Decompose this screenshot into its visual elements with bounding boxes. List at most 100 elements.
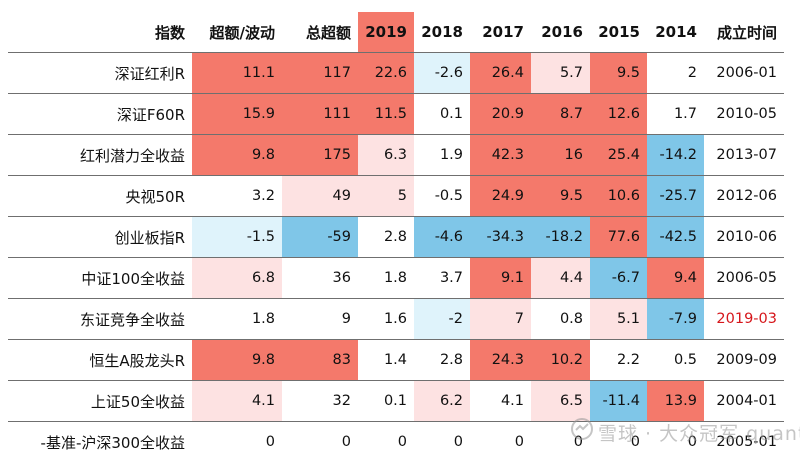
cell-excess-vol: 15.9: [192, 94, 282, 135]
index-name-cell: 深证F60R: [8, 94, 192, 135]
cell-inception: 2006-01: [704, 53, 784, 94]
cell-y2015: 5.1: [590, 299, 647, 340]
cell-y2015: 12.6: [590, 94, 647, 135]
header-2015: 2015: [590, 12, 647, 53]
cell-y2019: 0: [358, 422, 414, 462]
cell-excess-vol: 1.8: [192, 299, 282, 340]
cell-y2018: -4.6: [414, 217, 470, 258]
cell-total-excess: 49: [282, 176, 358, 217]
cell-y2017: 26.4: [470, 53, 531, 94]
cell-y2014: 1.7: [647, 94, 704, 135]
cell-inception: 2019-03: [704, 299, 784, 340]
cell-y2015: 77.6: [590, 217, 647, 258]
cell-inception: 2009-09: [704, 340, 784, 381]
header-2017: 2017: [470, 12, 531, 53]
cell-y2014: -14.2: [647, 135, 704, 176]
cell-y2017: 0: [470, 422, 531, 462]
cell-total-excess: 117: [282, 53, 358, 94]
cell-excess-vol: 4.1: [192, 381, 282, 422]
cell-y2018: -0.5: [414, 176, 470, 217]
cell-y2016: 0.8: [531, 299, 590, 340]
cell-y2016: 5.7: [531, 53, 590, 94]
cell-y2019: 2.8: [358, 217, 414, 258]
cell-y2018: 1.9: [414, 135, 470, 176]
cell-y2017: 4.1: [470, 381, 531, 422]
cell-y2018: 0.1: [414, 94, 470, 135]
header-row: 指数 超额/波动 总超额 2019 2018 2017 2016 2015 20…: [8, 12, 784, 53]
header-2018: 2018: [414, 12, 470, 53]
cell-y2014: -25.7: [647, 176, 704, 217]
cell-y2018: 6.2: [414, 381, 470, 422]
index-name-cell: 恒生A股龙头R: [8, 340, 192, 381]
cell-y2016: 8.7: [531, 94, 590, 135]
cell-total-excess: 9: [282, 299, 358, 340]
cell-total-excess: 32: [282, 381, 358, 422]
cell-y2018: 2.8: [414, 340, 470, 381]
cell-y2015: 9.5: [590, 53, 647, 94]
cell-y2018: -2: [414, 299, 470, 340]
cell-y2017: 7: [470, 299, 531, 340]
header-index: 指数: [8, 12, 192, 53]
index-name-cell: 红利潜力全收益: [8, 135, 192, 176]
header-excess-vol: 超额/波动: [192, 12, 282, 53]
cell-y2016: 9.5: [531, 176, 590, 217]
cell-y2014: 2: [647, 53, 704, 94]
cell-inception: 2010-05: [704, 94, 784, 135]
cell-y2015: 10.6: [590, 176, 647, 217]
cell-y2014: 9.4: [647, 258, 704, 299]
cell-inception: 2010-06: [704, 217, 784, 258]
cell-y2017: 9.1: [470, 258, 531, 299]
cell-y2015: 2.2: [590, 340, 647, 381]
watermark: 雪球 · 大众冠军 quantek: [570, 414, 792, 444]
cell-y2016: 16: [531, 135, 590, 176]
cell-y2018: 0: [414, 422, 470, 462]
xueqiu-snowball-icon: [570, 417, 594, 441]
cell-inception: 2006-05: [704, 258, 784, 299]
cell-excess-vol: -1.5: [192, 217, 282, 258]
index-name-cell: 央视50R: [8, 176, 192, 217]
header-2019: 2019: [358, 12, 414, 53]
cell-y2017: -34.3: [470, 217, 531, 258]
header-2016: 2016: [531, 12, 590, 53]
cell-y2019: 1.4: [358, 340, 414, 381]
watermark-text: 雪球 · 大众冠军 quantek: [598, 419, 800, 446]
header-inception: 成立时间: [704, 12, 784, 53]
index-name-cell: 中证100全收益: [8, 258, 192, 299]
cell-y2017: 42.3: [470, 135, 531, 176]
cell-y2015: -6.7: [590, 258, 647, 299]
cell-y2016: 4.4: [531, 258, 590, 299]
cell-excess-vol: 0: [192, 422, 282, 462]
cell-excess-vol: 3.2: [192, 176, 282, 217]
header-total-excess: 总超额: [282, 12, 358, 53]
cell-excess-vol: 6.8: [192, 258, 282, 299]
cell-y2018: 3.7: [414, 258, 470, 299]
cell-total-excess: 111: [282, 94, 358, 135]
cell-total-excess: 36: [282, 258, 358, 299]
index-name-cell: 上证50全收益: [8, 381, 192, 422]
cell-y2015: 25.4: [590, 135, 647, 176]
cell-excess-vol: 9.8: [192, 135, 282, 176]
cell-y2019: 6.3: [358, 135, 414, 176]
cell-y2017: 20.9: [470, 94, 531, 135]
cell-inception: 2013-07: [704, 135, 784, 176]
cell-y2018: -2.6: [414, 53, 470, 94]
cell-y2019: 11.5: [358, 94, 414, 135]
cell-y2017: 24.9: [470, 176, 531, 217]
index-name-cell: 创业板指R: [8, 217, 192, 258]
index-name-cell: 东证竞争全收益: [8, 299, 192, 340]
index-name-cell: 深证红利R: [8, 53, 192, 94]
cell-y2019: 5: [358, 176, 414, 217]
header-2014: 2014: [647, 12, 704, 53]
cell-excess-vol: 9.8: [192, 340, 282, 381]
cell-inception: 2012-06: [704, 176, 784, 217]
cell-y2019: 0.1: [358, 381, 414, 422]
cell-total-excess: 175: [282, 135, 358, 176]
